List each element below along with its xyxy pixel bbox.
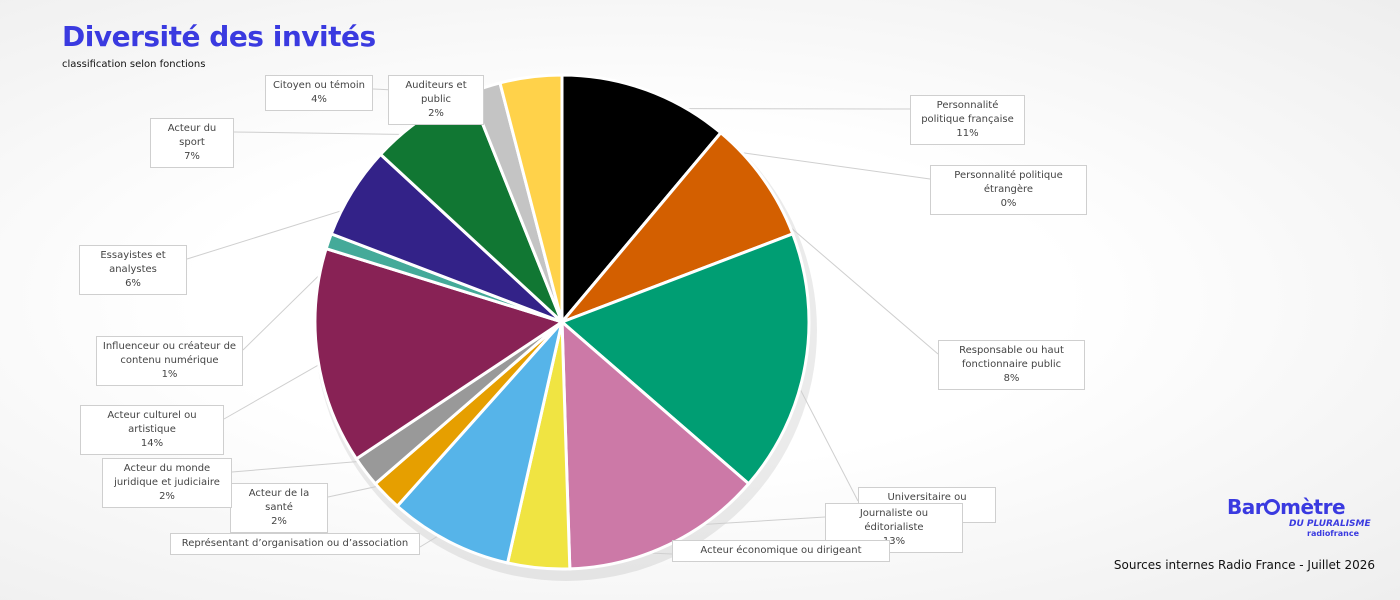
category-label: Essayistes et analystes <box>100 250 166 275</box>
category-label: Acteur de la santé <box>248 488 310 513</box>
chart-title: Diversité des invités <box>62 20 376 53</box>
data-label: Journaliste ou éditorialiste 13% <box>825 503 963 553</box>
category-label: Personnalité politique étrangère <box>954 170 1063 195</box>
leader-line <box>231 459 382 473</box>
data-label: Acteur de la santé 2% <box>230 483 328 533</box>
data-label: Acteur économique ou dirigeant <box>672 540 890 562</box>
value-label: 13% <box>882 536 906 547</box>
pie-slice <box>560 73 723 327</box>
value-label: 8% <box>1003 373 1020 384</box>
value-label: 6% <box>125 278 141 289</box>
value-label: 0% <box>1000 198 1017 209</box>
data-label: Acteur culturel ou artistique 14% <box>80 405 224 455</box>
data-label: Personnalité politique étrangère 0% <box>930 165 1087 215</box>
category-label: Journaliste ou éditorialiste <box>859 508 929 533</box>
data-label: Personnalité politique française 11% <box>910 95 1025 145</box>
pie-slice <box>498 73 564 323</box>
data-label: Responsable ou haut fonctionnaire public… <box>938 340 1085 390</box>
category-label: Acteur du sport <box>167 123 217 148</box>
data-label: Acteur du monde juridique et judiciaire 2… <box>102 458 232 508</box>
category-label: Acteur du monde juridique et judiciaire <box>114 463 220 488</box>
value-label: 11% <box>956 128 979 139</box>
value-label: 2% <box>428 108 444 119</box>
category-label: Personnalité politique française <box>921 100 1014 125</box>
data-label: Influenceur ou créateur de contenu numér… <box>96 336 243 386</box>
logo-icon <box>1264 499 1281 515</box>
pie-slice <box>559 231 811 486</box>
category-label: Acteur économique ou dirigeant <box>700 545 862 556</box>
source: Sources internes Radio France - Juillet … <box>1113 558 1375 572</box>
value-label: 7% <box>184 151 200 162</box>
data-label: Représentant d’organisation ou d’associa… <box>170 533 420 555</box>
data-label: Citoyen ou témoin 4% <box>265 75 373 111</box>
data-label: Essayistes et analystes 6% <box>79 245 187 295</box>
category-label: Auditeurs et public <box>405 80 467 105</box>
leader-line <box>186 201 370 260</box>
leader-line <box>707 147 931 180</box>
logo-name: Bar <box>1227 495 1265 519</box>
chart-subtitle: classification selon fonctions <box>62 59 206 70</box>
logo-name: mètre <box>1280 495 1346 519</box>
pie-slice <box>395 316 565 565</box>
category-label: Responsable ou haut fonctionnaire public <box>959 345 1064 370</box>
logo-brand: radiofrance <box>1307 529 1359 538</box>
data-label: Acteur du sport 7% <box>150 118 234 168</box>
logo-tagline: DU PLURALISME <box>1289 519 1371 529</box>
value-label: 1% <box>161 369 178 380</box>
category-label: Influenceur ou créateur de contenu numér… <box>102 341 237 366</box>
category-label: Citoyen ou témoin <box>272 80 366 91</box>
value-label: 2% <box>159 491 175 502</box>
pie-slice <box>560 318 751 571</box>
pie-slice <box>313 246 566 461</box>
logo: Bar mètre DU PLURALISME radiofrance <box>1227 495 1371 538</box>
value-label: 2% <box>271 516 287 527</box>
category-label: Acteur culturel ou artistique <box>107 410 197 435</box>
data-label: Auditeurs et public 2% <box>388 75 484 125</box>
value-label: 4% <box>311 94 327 105</box>
pie-slice <box>557 130 795 326</box>
category-label: Représentant d’organisation ou d’associa… <box>181 538 409 549</box>
value-label: 14% <box>140 438 164 449</box>
